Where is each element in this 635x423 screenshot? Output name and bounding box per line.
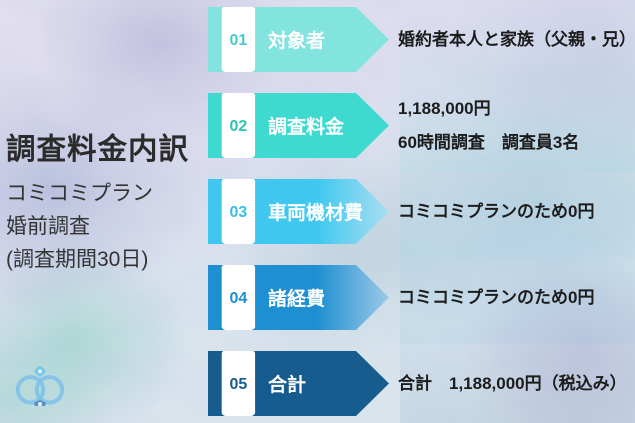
svg-text:04: 04: [230, 290, 248, 307]
svg-text:01: 01: [230, 32, 248, 49]
svg-text:02: 02: [230, 118, 248, 135]
svg-text:05: 05: [230, 376, 248, 393]
svg-text:03: 03: [230, 204, 248, 221]
